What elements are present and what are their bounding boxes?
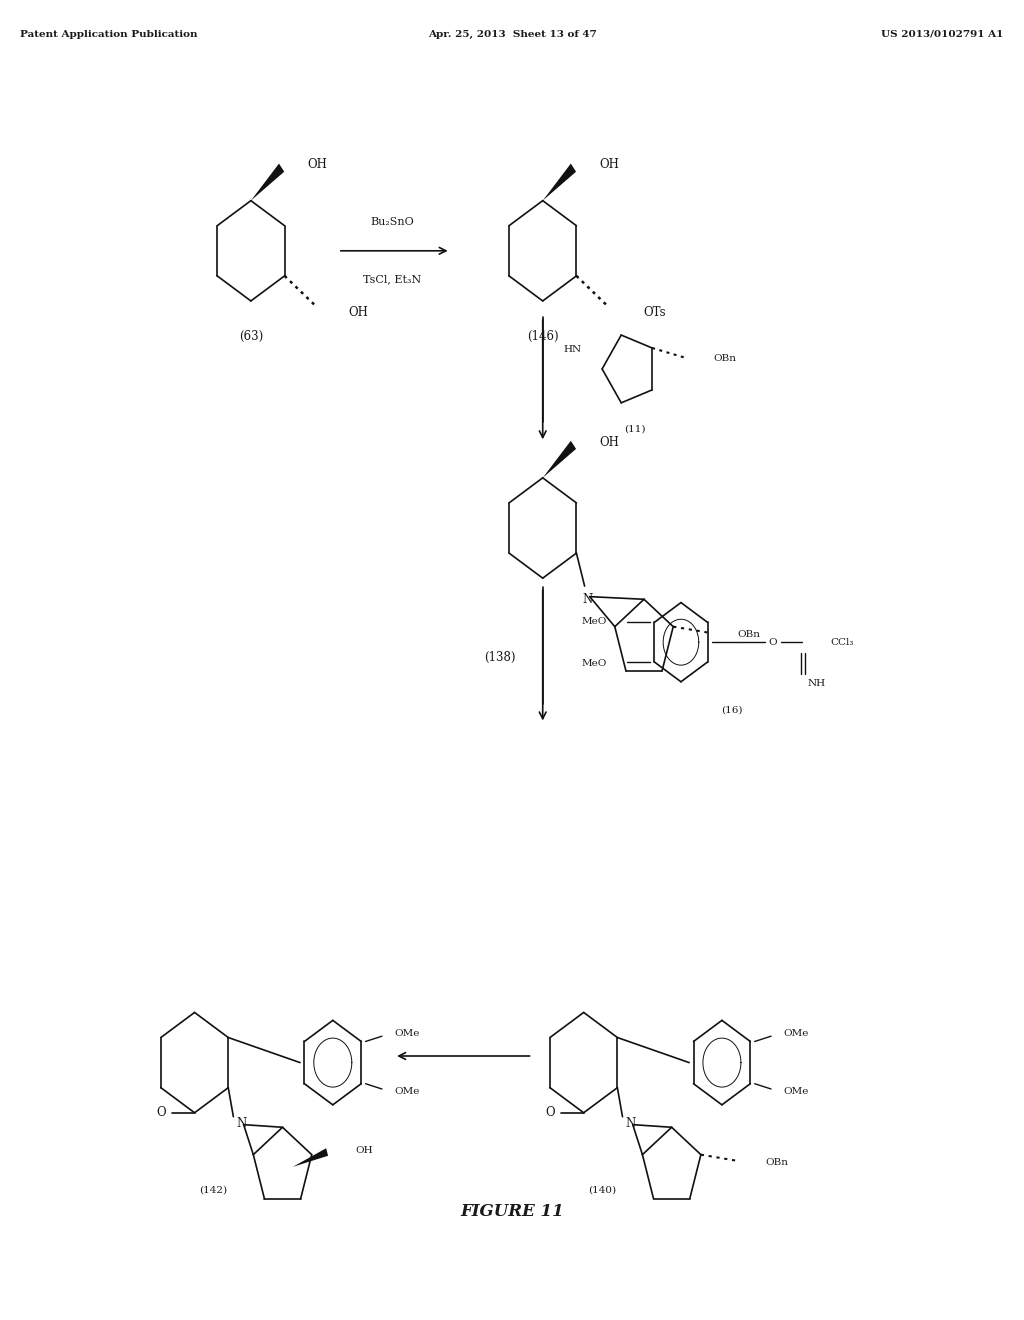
Text: US 2013/0102791 A1: US 2013/0102791 A1: [881, 30, 1004, 38]
Text: OH: OH: [355, 1146, 374, 1155]
Text: CCl₃: CCl₃: [830, 638, 854, 647]
Text: FIGURE 11: FIGURE 11: [460, 1204, 564, 1220]
Text: N: N: [626, 1117, 636, 1130]
Text: (140): (140): [588, 1185, 616, 1195]
Polygon shape: [543, 441, 577, 478]
Text: OBn: OBn: [765, 1158, 788, 1167]
Text: OMe: OMe: [394, 1030, 420, 1038]
Text: MeO: MeO: [582, 659, 607, 668]
Text: (146): (146): [527, 330, 558, 343]
Text: (142): (142): [199, 1185, 227, 1195]
Text: HN: HN: [563, 345, 582, 354]
Text: (16): (16): [722, 706, 742, 714]
Text: OH: OH: [599, 436, 618, 449]
Text: TsCl, Et₃N: TsCl, Et₃N: [364, 275, 421, 285]
Polygon shape: [251, 164, 285, 201]
Text: OH: OH: [599, 158, 618, 172]
Text: N: N: [583, 593, 593, 606]
Text: OH: OH: [348, 306, 368, 319]
Text: (138): (138): [484, 651, 515, 664]
Text: O: O: [769, 638, 777, 647]
Text: OTs: OTs: [643, 306, 666, 319]
Text: (11): (11): [625, 425, 645, 433]
Text: OMe: OMe: [783, 1088, 809, 1096]
Text: Patent Application Publication: Patent Application Publication: [20, 30, 198, 38]
Text: N: N: [237, 1117, 247, 1130]
Text: O: O: [546, 1106, 555, 1119]
Text: OBn: OBn: [714, 354, 736, 363]
Text: Apr. 25, 2013  Sheet 13 of 47: Apr. 25, 2013 Sheet 13 of 47: [428, 30, 596, 38]
Text: MeO: MeO: [582, 616, 607, 626]
Text: OBn: OBn: [737, 630, 761, 639]
Text: (63): (63): [239, 330, 263, 343]
Text: NH: NH: [808, 680, 826, 688]
Text: OMe: OMe: [394, 1088, 420, 1096]
Polygon shape: [293, 1148, 328, 1167]
Polygon shape: [543, 164, 577, 201]
Text: Bu₂SnO: Bu₂SnO: [371, 216, 414, 227]
Text: O: O: [157, 1106, 166, 1119]
Text: OH: OH: [307, 158, 327, 172]
Text: OMe: OMe: [783, 1030, 809, 1038]
